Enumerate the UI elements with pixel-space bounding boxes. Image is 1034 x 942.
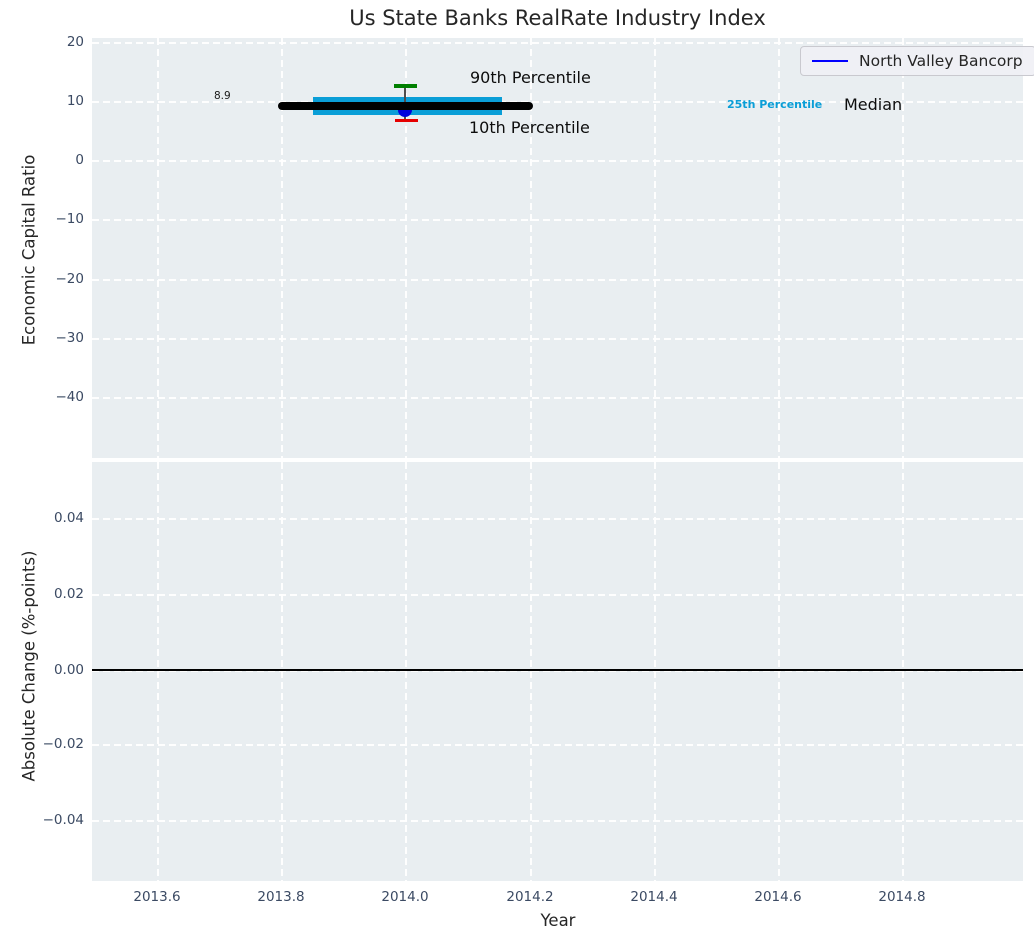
tick-label: 0.00 (53, 662, 84, 678)
annotation-p25: 25th Percentile (727, 98, 823, 111)
gridline-v (157, 38, 159, 458)
tick-label: 0 (75, 152, 84, 168)
tick-label: −30 (55, 330, 85, 346)
tick-label: 2014.0 (381, 889, 429, 905)
gridline-h (92, 42, 1023, 44)
gridline-v (654, 462, 656, 881)
gridline-v (157, 462, 159, 881)
gridline-h (92, 820, 1023, 822)
tick-label: 0.02 (53, 586, 84, 602)
gridline-v (778, 462, 780, 881)
gridline-h (92, 101, 1023, 103)
gridline-v (281, 462, 283, 881)
y-axis-label-top: Economic Capital Ratio (19, 154, 39, 346)
gridline-h (92, 744, 1023, 746)
gridline-h (92, 160, 1023, 162)
tick-label: 2014.6 (754, 889, 802, 905)
tick-label: 10 (66, 93, 84, 109)
annotation-value: 8.9 (214, 90, 231, 102)
tick-label: 0.04 (53, 510, 84, 526)
tick-label: 2014.8 (878, 889, 926, 905)
annotation-median: Median (844, 95, 903, 114)
x-axis-label: Year (540, 911, 576, 930)
legend-line-sample (812, 59, 848, 63)
gridline-v (530, 38, 532, 458)
tick-label: −10 (55, 211, 85, 227)
tick-label: −0.04 (42, 812, 84, 828)
gridline-h (92, 518, 1023, 520)
gridline-h (92, 338, 1023, 340)
annotation-p10: 10th Percentile (469, 118, 590, 137)
legend-label: North Valley Bancorp (859, 52, 1023, 70)
gridline-v (902, 462, 904, 881)
gridline-v (405, 38, 407, 458)
gridline-h (92, 397, 1023, 399)
tick-label: 2013.6 (133, 889, 181, 905)
p10-cap (395, 119, 418, 122)
tick-label: 2014.4 (630, 889, 678, 905)
tick-label: 2014.2 (506, 889, 554, 905)
zero-line (92, 668, 1023, 671)
gridline-h (92, 279, 1023, 281)
gridline-h (92, 219, 1023, 221)
p90-cap (394, 84, 417, 88)
gridline-h (92, 594, 1023, 596)
gridline-v (530, 462, 532, 881)
annotation-p90: 90th Percentile (470, 68, 591, 87)
gridline-v (281, 38, 283, 458)
tick-label: −20 (55, 271, 85, 287)
y-axis-label-bottom: Absolute Change (%-points) (19, 550, 39, 782)
chart-title: Us State Banks RealRate Industry Index (349, 6, 766, 30)
legend: North Valley Bancorp (800, 46, 1034, 76)
tick-label: −0.02 (42, 736, 84, 752)
tick-label: −40 (55, 389, 85, 405)
gridline-h (92, 670, 1023, 672)
gridline-v (778, 38, 780, 458)
gridline-v (654, 38, 656, 458)
tick-label: 2013.8 (257, 889, 305, 905)
gridline-v (902, 38, 904, 458)
top-plot: 8.9 90th Percentile 10th Percentile 25th… (92, 38, 1034, 458)
median-line (278, 102, 533, 110)
gridline-v (405, 462, 407, 881)
bottom-plot (92, 462, 1023, 881)
tick-label: 20 (66, 34, 84, 50)
